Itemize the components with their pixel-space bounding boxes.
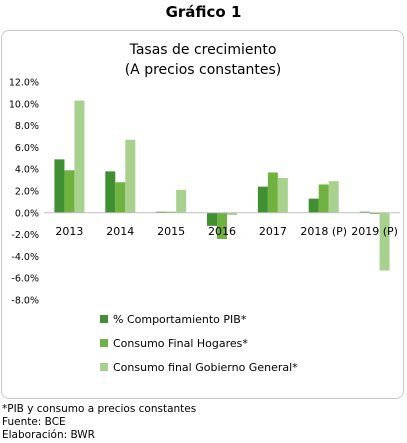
- y-tick-label: 2.0%: [15, 187, 39, 198]
- legend-swatch: [100, 339, 108, 347]
- bar: [227, 212, 237, 215]
- bar: [359, 211, 370, 213]
- y-tick-label: -4.0%: [11, 252, 39, 263]
- bar: [379, 212, 390, 271]
- bar: [318, 184, 329, 213]
- y-tick-label: 8.0%: [15, 121, 39, 132]
- y-tick-label: 10.0%: [9, 99, 39, 110]
- legend-swatch: [100, 315, 108, 323]
- footnote-pib: *PIB y consumo a precios constantes: [2, 403, 197, 415]
- y-axis: -8.0% -6.0% -4.0% -2.0% 0.0% 2.0% 4.0% 6.0% 8.0%…: [9, 78, 39, 307]
- bar-series: [54, 100, 390, 271]
- figure-heading: Gráfico 1: [165, 3, 242, 21]
- x-tick-label: 2015: [157, 225, 185, 238]
- bar: [308, 198, 319, 213]
- y-tick-label: 6.0%: [15, 143, 39, 154]
- bar: [257, 186, 268, 213]
- bar: [125, 139, 136, 213]
- growth-rate-chart: Tasas de crecimiento (A precios constant…: [9, 42, 400, 374]
- y-tick-label: 0.0%: [15, 208, 39, 219]
- y-tick-label: 4.0%: [15, 165, 39, 176]
- bar: [369, 212, 380, 214]
- bar: [267, 172, 278, 213]
- x-tick-label: 2017: [259, 225, 287, 238]
- chart-subtitle: (A precios constantes): [125, 62, 282, 78]
- bar: [176, 189, 187, 213]
- footnote-elaboration: Elaboración: BWR: [2, 429, 95, 441]
- legend-label: Consumo final Gobierno General*: [113, 361, 298, 374]
- bar: [207, 212, 217, 226]
- bar: [166, 211, 177, 213]
- bar: [74, 100, 85, 213]
- footnote-source: Fuente: BCE: [2, 416, 66, 428]
- bar: [54, 159, 65, 213]
- x-tick-label: 2019 (P): [351, 225, 398, 238]
- bar: [156, 211, 167, 213]
- bar: [328, 181, 339, 213]
- bar: [115, 182, 126, 213]
- x-tick-label: 2016: [208, 225, 236, 238]
- x-tick-label: 2014: [106, 225, 134, 238]
- y-tick-label: -2.0%: [11, 230, 39, 241]
- legend-swatch: [100, 363, 108, 371]
- x-tick-label: 2018 (P): [300, 225, 347, 238]
- chart-frame: Tasas de crecimiento (A precios constant…: [1, 30, 404, 399]
- y-tick-label: -6.0%: [11, 274, 39, 285]
- bar: [105, 171, 116, 213]
- bar: [217, 212, 227, 239]
- x-tick-label: 2013: [55, 225, 83, 238]
- y-tick-label: -8.0%: [11, 296, 39, 307]
- x-axis-labels: 2013 2014 2015 2016 2017 2018 (P) 2019 (P): [55, 225, 398, 238]
- bar: [277, 177, 288, 213]
- bar: [64, 170, 75, 213]
- footnotes: *PIB y consumo a precios constantes Fuen…: [2, 403, 196, 442]
- y-tick-label: 12.0%: [9, 78, 39, 89]
- legend-label: Consumo Final Hogares*: [113, 337, 248, 350]
- chart-title: Tasas de crecimiento: [129, 42, 277, 58]
- legend-label: % Comportamiento PIB*: [113, 313, 247, 326]
- legend: % Comportamiento PIB* Consumo Final Hogar…: [100, 313, 298, 374]
